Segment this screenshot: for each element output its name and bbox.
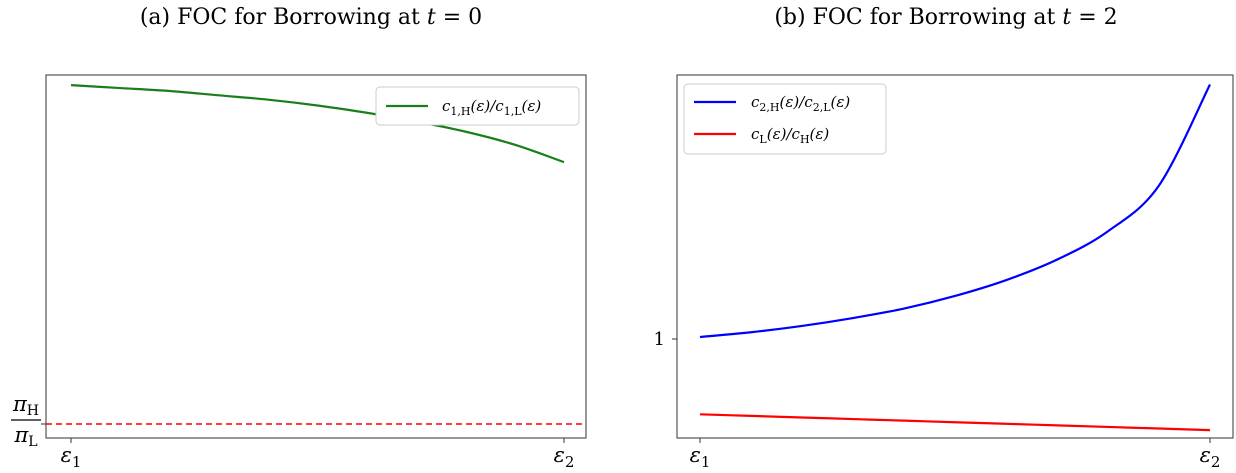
panel-b-series-line-2 [699, 413, 1211, 432]
panel-a-series-line [70, 84, 565, 164]
panel-b-legend-label-2: cL(ε)/cH(ε) [751, 125, 829, 146]
panel-a-title: (a) FOC for Borrowing at t = 0 [140, 5, 482, 30]
panel-b-x-tick-eps1: ε1 [690, 443, 711, 471]
panel-b-legend: c2,H(ε)/c2,L(ε) cL(ε)/cH(ε) [683, 83, 887, 155]
panel-a-y-tick-numerator: πH [12, 392, 39, 419]
panel-b-title: (b) FOC for Borrowing at t = 2 [774, 5, 1117, 30]
panel-b-y-tick-1: 1 [654, 329, 665, 350]
panel-a-legend-label: c1,H(ε)/c1,L(ε) [442, 97, 541, 118]
panel-b: (b) FOC for Borrowing at t = 2 1 ε1 ε2 c… [654, 5, 1234, 471]
panel-b-x-tick-eps2: ε2 [1200, 443, 1221, 471]
panel-b-axes-frame [676, 74, 1234, 439]
panel-a: (a) FOC for Borrowing at t = 0 πH πL ε1 … [11, 5, 587, 471]
panel-a-x-tick-eps1: ε1 [61, 443, 82, 471]
panel-a-axes-frame [45, 74, 587, 439]
panel-a-y-tick-denominator: πL [13, 423, 37, 450]
panel-a-x-tick-eps2: ε2 [554, 443, 575, 471]
panel-a-legend: c1,H(ε)/c1,L(ε) [375, 86, 580, 126]
panel-b-series-line-1 [699, 83, 1211, 339]
panel-a-legend-box [375, 86, 580, 126]
